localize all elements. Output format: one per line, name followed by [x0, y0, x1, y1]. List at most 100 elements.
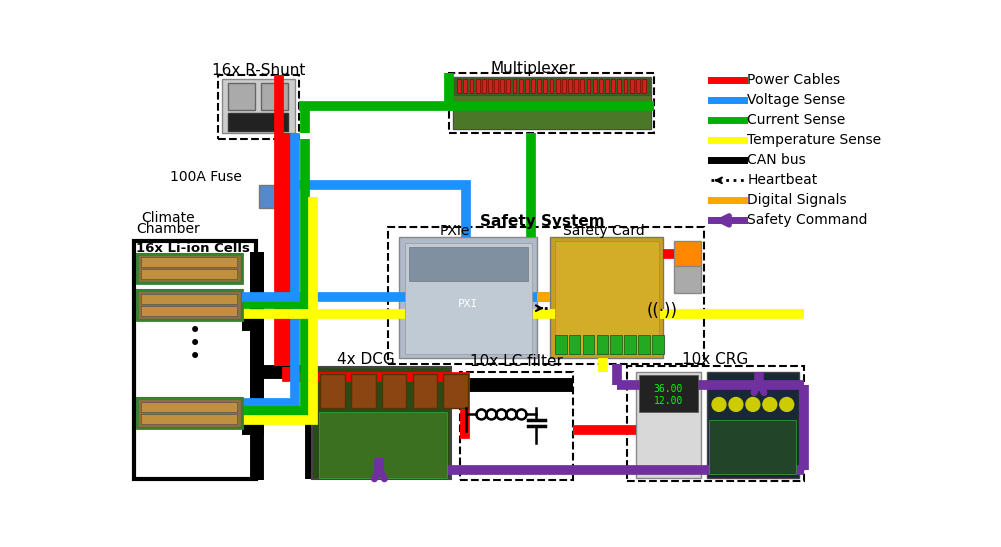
Circle shape — [780, 398, 794, 411]
Bar — [141, 258, 237, 267]
Bar — [481, 79, 485, 92]
Bar — [141, 402, 237, 412]
Bar — [488, 79, 491, 92]
Circle shape — [729, 398, 743, 411]
Bar — [639, 335, 650, 354]
Bar — [709, 420, 796, 474]
Bar — [575, 79, 579, 92]
Bar — [443, 374, 467, 408]
Circle shape — [746, 398, 760, 411]
Bar — [141, 414, 237, 424]
Bar — [597, 335, 608, 354]
Bar — [141, 306, 237, 316]
Bar — [457, 79, 461, 92]
Circle shape — [763, 398, 777, 411]
Bar — [636, 79, 640, 92]
Bar — [538, 79, 542, 92]
Bar — [228, 83, 254, 110]
Text: Multiplexer: Multiplexer — [490, 61, 576, 76]
Text: 12.00: 12.00 — [654, 395, 683, 405]
Bar — [398, 237, 538, 358]
Bar — [452, 77, 652, 129]
Bar — [412, 374, 437, 408]
Bar — [675, 266, 702, 293]
Bar — [221, 79, 295, 133]
Text: ((·)): ((·)) — [647, 301, 678, 319]
Text: •: • — [189, 334, 201, 354]
Text: Voltage Sense: Voltage Sense — [748, 94, 846, 107]
Text: Safety Command: Safety Command — [748, 213, 868, 228]
Bar — [642, 79, 646, 92]
Text: Safety System: Safety System — [479, 214, 605, 229]
Bar — [532, 79, 535, 92]
Bar — [137, 398, 241, 428]
Bar — [218, 75, 298, 139]
Bar — [469, 79, 473, 92]
Text: Temperature Sense: Temperature Sense — [748, 133, 882, 147]
Bar — [639, 375, 699, 412]
Text: Power Cables: Power Cables — [748, 73, 841, 88]
Bar — [507, 79, 511, 92]
Bar — [627, 366, 804, 481]
Bar — [624, 79, 628, 92]
Bar — [258, 185, 278, 208]
Bar — [550, 237, 663, 358]
Bar — [569, 335, 581, 354]
Bar — [494, 79, 498, 92]
Bar — [636, 372, 702, 478]
Text: PXIe: PXIe — [439, 224, 470, 238]
Bar — [404, 243, 532, 354]
Bar — [625, 335, 636, 354]
Bar — [381, 374, 406, 408]
Bar — [460, 372, 573, 480]
Bar — [513, 79, 517, 92]
Text: •: • — [189, 347, 201, 368]
Text: 4x DCG: 4x DCG — [337, 352, 395, 367]
Text: Digital Signals: Digital Signals — [748, 194, 847, 207]
Bar — [581, 79, 585, 92]
Bar — [569, 79, 572, 92]
Bar — [449, 73, 655, 133]
Text: 36.00: 36.00 — [654, 384, 683, 394]
Bar — [228, 113, 288, 131]
Text: CAN bus: CAN bus — [748, 153, 806, 167]
Bar — [137, 253, 241, 283]
Text: Current Sense: Current Sense — [748, 113, 846, 127]
Bar — [320, 374, 344, 408]
Bar — [318, 412, 447, 478]
Bar — [675, 241, 702, 266]
Text: Safety Card: Safety Card — [563, 224, 645, 238]
Bar — [593, 79, 597, 92]
Text: •: • — [189, 321, 201, 341]
Bar — [137, 398, 241, 428]
Bar — [463, 79, 467, 92]
Bar — [611, 335, 622, 354]
Text: 16x Li-ion Cells: 16x Li-ion Cells — [136, 242, 250, 255]
Text: 100A Fuse: 100A Fuse — [170, 170, 242, 184]
Bar — [312, 368, 451, 479]
Text: PXI: PXI — [457, 299, 478, 310]
Bar — [141, 269, 237, 279]
Bar — [587, 79, 591, 92]
Bar — [137, 290, 241, 320]
Bar — [500, 79, 505, 92]
Bar — [630, 79, 634, 92]
Bar — [388, 228, 704, 364]
Text: Heartbeat: Heartbeat — [748, 173, 818, 188]
Text: Chamber: Chamber — [136, 222, 199, 236]
Bar — [599, 79, 603, 92]
Bar — [452, 95, 652, 129]
Bar — [555, 241, 659, 354]
Bar — [618, 79, 622, 92]
Text: Climate: Climate — [141, 211, 194, 225]
Bar — [555, 335, 567, 354]
Bar — [562, 79, 566, 92]
Text: 10x CRG: 10x CRG — [682, 352, 749, 367]
Bar — [134, 241, 256, 479]
Bar — [351, 374, 375, 408]
Text: 10x LC filter: 10x LC filter — [470, 354, 563, 369]
Text: 16x R-Shunt: 16x R-Shunt — [212, 63, 305, 78]
Bar — [550, 79, 554, 92]
Bar — [525, 79, 529, 92]
Bar — [408, 247, 529, 281]
